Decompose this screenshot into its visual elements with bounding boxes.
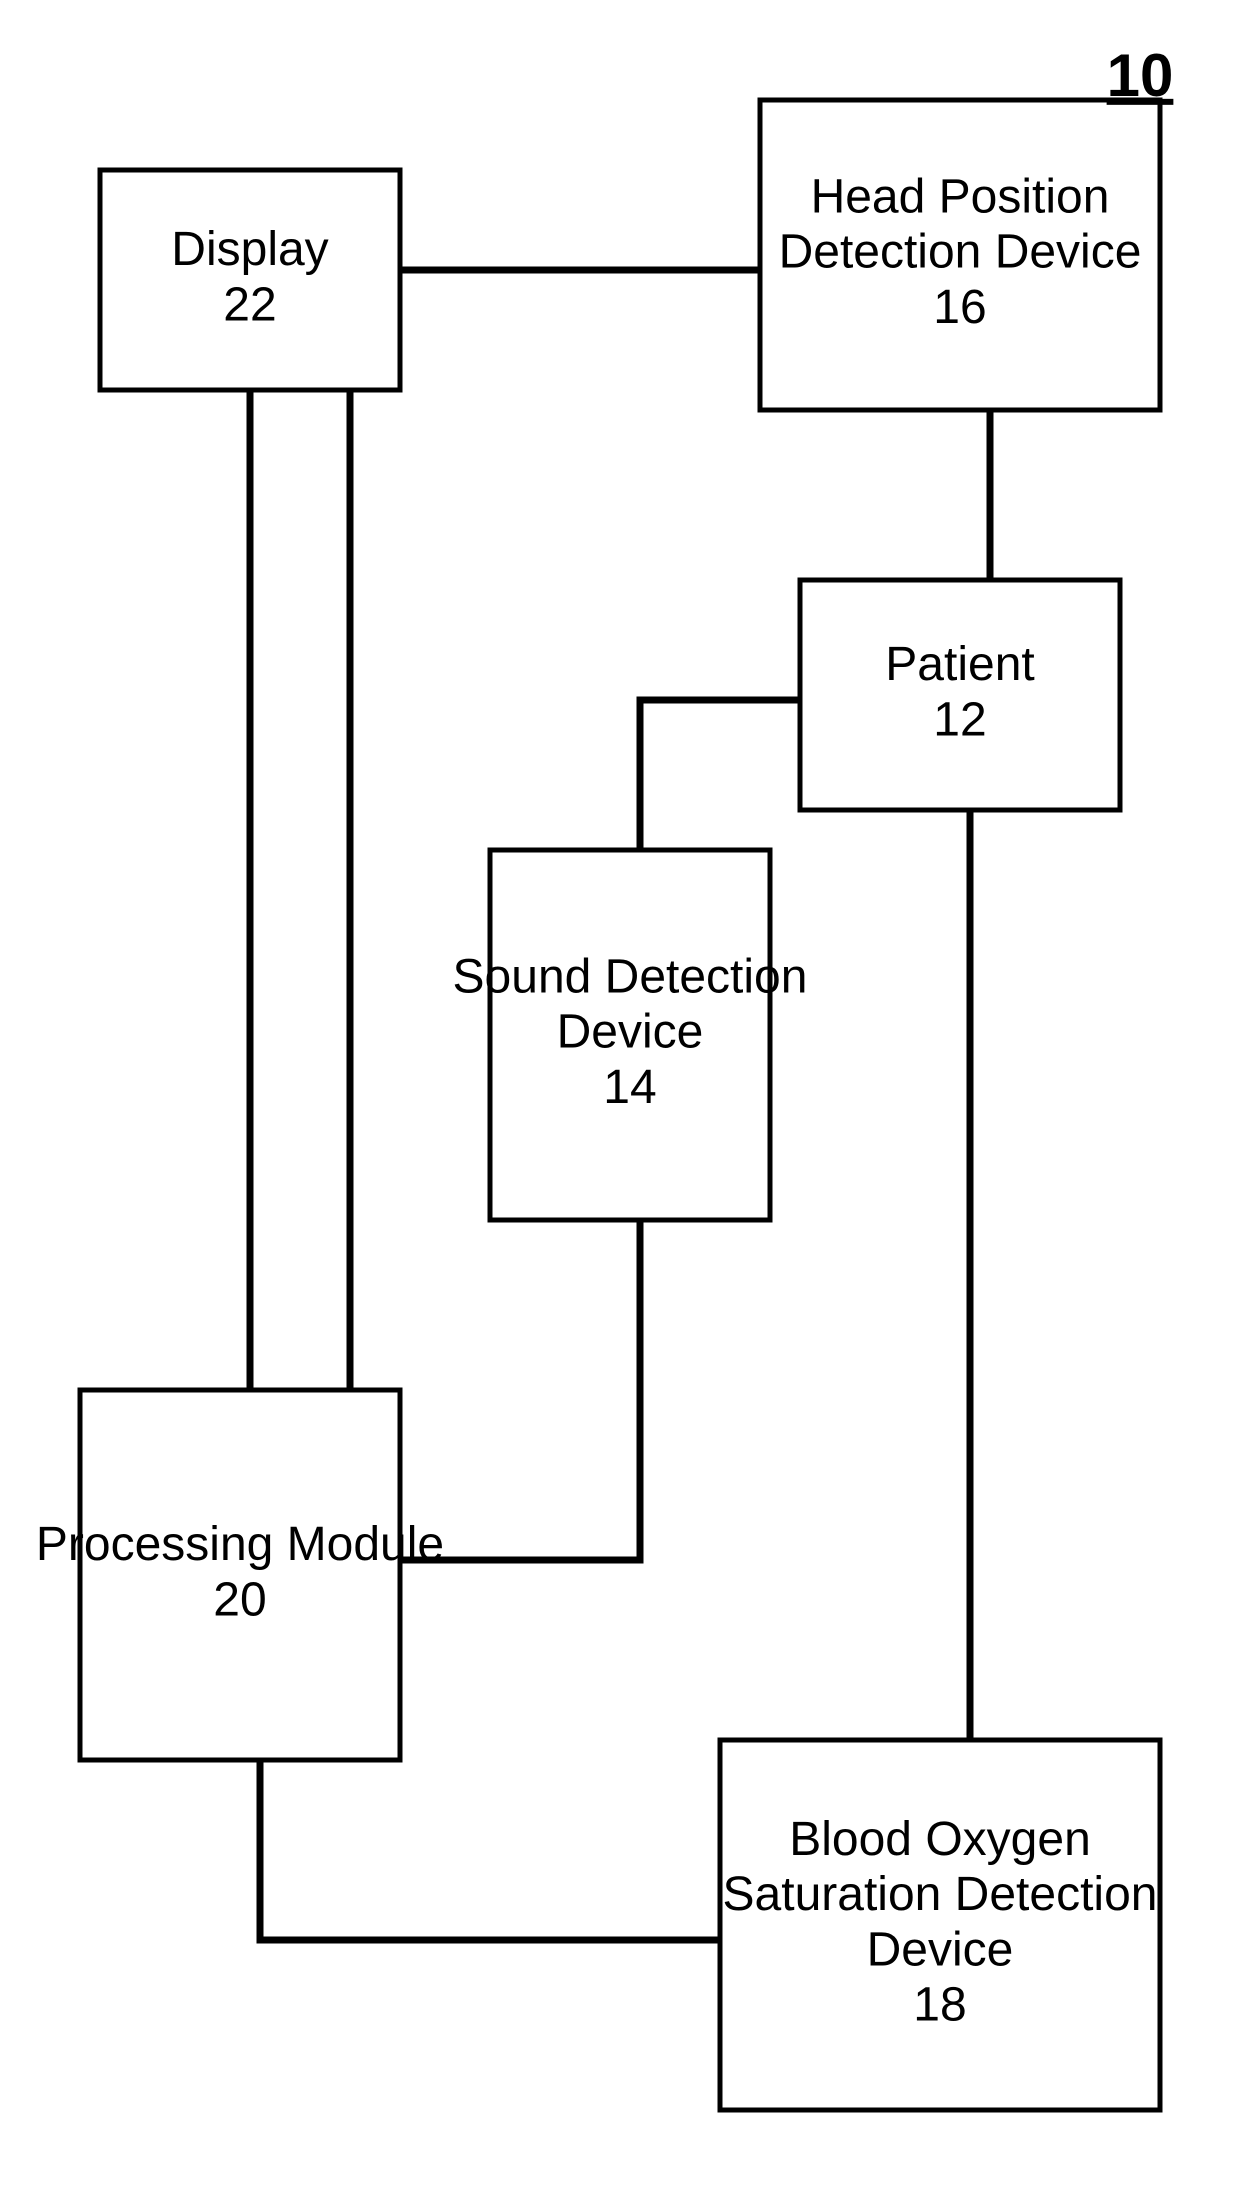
box-label-bloodox-1: Saturation Detection: [723, 1868, 1158, 1921]
box-num-bloodox: 18: [913, 1978, 966, 2031]
edge-sound-to-processing: [400, 1220, 640, 1560]
box-label-bloodox-2: Device: [867, 1923, 1014, 1976]
figure-label: 10: [1107, 42, 1174, 109]
box-num-display: 22: [223, 278, 276, 331]
box-label-sound-1: Device: [557, 1006, 704, 1059]
box-label-display: Display: [171, 223, 328, 276]
box-patient: Patient12: [800, 580, 1120, 810]
box-processing: Processing Module20: [36, 1390, 444, 1760]
edge-bloodox-to-processing: [260, 1760, 720, 1940]
box-label-sound-0: Sound Detection: [453, 950, 808, 1003]
box-num-patient: 12: [933, 693, 986, 746]
box-label-bloodox-0: Blood Oxygen: [789, 1813, 1091, 1866]
box-display: Display22: [100, 170, 400, 390]
box-bloodox: Blood OxygenSaturation DetectionDevice18: [720, 1740, 1160, 2110]
box-headpos: Head PositionDetection Device16: [760, 100, 1160, 410]
box-label-headpos-1: Detection Device: [779, 226, 1142, 279]
edge-patient-to-sound: [640, 700, 800, 850]
box-num-headpos: 16: [933, 281, 986, 334]
box-label-patient: Patient: [885, 638, 1034, 691]
box-sound: Sound DetectionDevice14: [453, 850, 808, 1220]
box-label-processing: Processing Module: [36, 1518, 444, 1571]
box-num-processing: 20: [213, 1573, 266, 1626]
box-num-sound: 14: [603, 1061, 656, 1114]
box-label-headpos-0: Head Position: [811, 170, 1110, 223]
